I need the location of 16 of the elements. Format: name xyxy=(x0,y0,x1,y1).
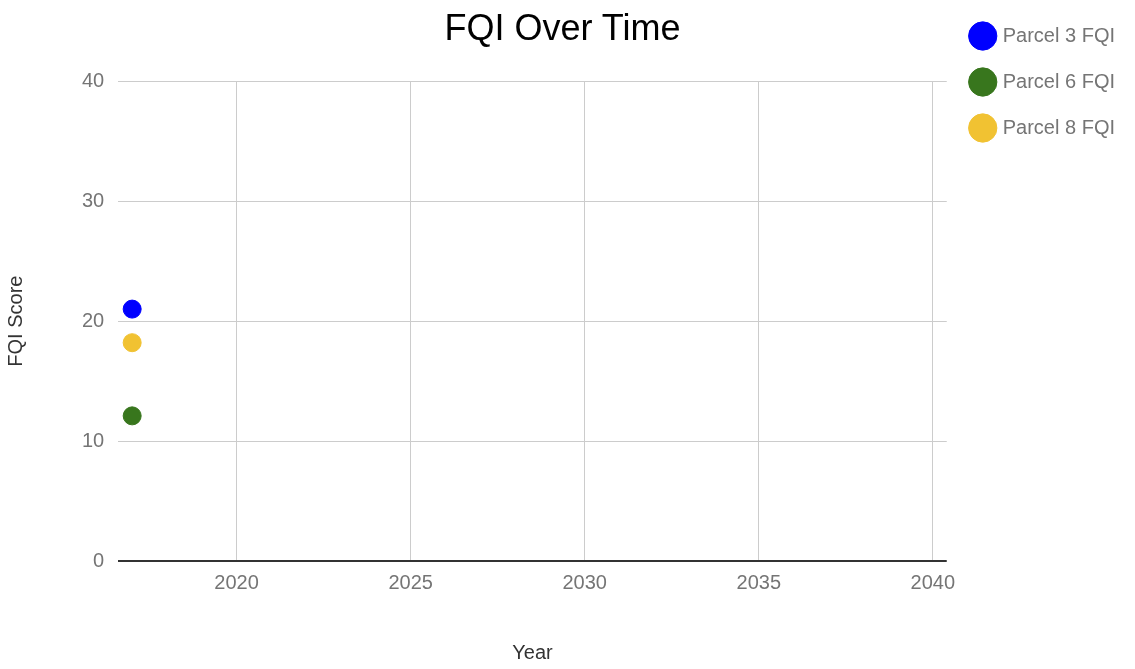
y-axis-title: FQI Score xyxy=(3,275,26,367)
x-tick-label: 2030 xyxy=(562,570,607,593)
legend-label: Parcel 3 FQI xyxy=(1002,23,1116,46)
y-tick-label: 0 xyxy=(93,548,105,571)
x-tick-label: 2020 xyxy=(214,570,259,593)
y-tick-label: 20 xyxy=(82,308,105,331)
y-tick-label: 10 xyxy=(82,428,105,451)
x-tick-label: 2035 xyxy=(736,570,782,593)
y-tick-label: 40 xyxy=(82,68,105,91)
legend-label: Parcel 8 FQI xyxy=(1002,115,1116,138)
x-tick-label: 2040 xyxy=(910,570,956,593)
y-tick-label: 30 xyxy=(82,188,105,211)
x-tick-label: 2025 xyxy=(388,570,433,593)
chart-title: FQI Over Time xyxy=(444,6,681,48)
legend-label: Parcel 6 FQI xyxy=(1002,69,1116,92)
x-axis-title: Year xyxy=(512,640,554,663)
